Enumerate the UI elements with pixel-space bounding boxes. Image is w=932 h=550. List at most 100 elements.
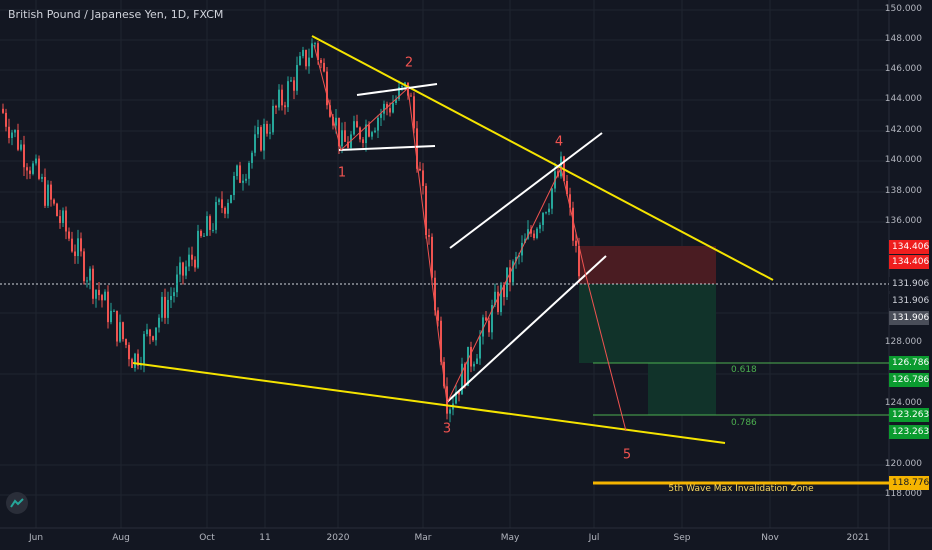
candle-body bbox=[50, 184, 52, 200]
candle-body bbox=[296, 65, 298, 91]
candle-body bbox=[392, 102, 394, 113]
candle-body bbox=[17, 129, 19, 150]
candle-body bbox=[281, 89, 283, 106]
candle-body bbox=[260, 127, 262, 151]
candle-body bbox=[176, 274, 178, 293]
fib-618-label: 0.618 bbox=[731, 365, 757, 375]
lower-trendline[interactable] bbox=[132, 362, 726, 444]
candle-body bbox=[293, 80, 295, 91]
candle-body bbox=[125, 339, 127, 345]
candle-body bbox=[74, 251, 76, 257]
candle-body bbox=[536, 228, 538, 239]
candle-body bbox=[131, 359, 133, 368]
candle-body bbox=[227, 202, 229, 214]
candle-body bbox=[149, 329, 151, 337]
candle-body bbox=[512, 261, 514, 283]
wave-path[interactable] bbox=[313, 44, 627, 432]
x-tick: Jul bbox=[588, 533, 600, 543]
flag-upper-line[interactable] bbox=[356, 83, 438, 96]
candle-body bbox=[209, 216, 211, 230]
candle-body bbox=[413, 96, 415, 129]
candle-body bbox=[290, 80, 292, 82]
upper-trendline[interactable] bbox=[311, 35, 774, 281]
candle-body bbox=[23, 144, 25, 168]
candle-body bbox=[473, 363, 475, 367]
candle-body bbox=[212, 229, 214, 231]
candle-body bbox=[134, 353, 136, 368]
candle-body bbox=[380, 113, 382, 118]
y-tick: 118.000 bbox=[884, 489, 922, 499]
channel-upper-line[interactable] bbox=[449, 132, 603, 249]
candle-body bbox=[158, 317, 160, 328]
candle-body bbox=[257, 127, 259, 135]
candle-body bbox=[32, 163, 34, 174]
candle-body bbox=[500, 285, 502, 313]
tradingview-logo-icon[interactable] bbox=[6, 492, 28, 514]
candle-body bbox=[503, 285, 505, 298]
target-zone-2[interactable] bbox=[648, 363, 716, 415]
target-zone-1[interactable] bbox=[579, 284, 716, 363]
candle-body bbox=[497, 291, 499, 313]
candle-body bbox=[539, 224, 541, 229]
candle-body bbox=[221, 199, 223, 208]
candle-body bbox=[86, 280, 88, 282]
candle-body bbox=[533, 233, 535, 239]
candle-body bbox=[119, 322, 121, 342]
x-tick: Oct bbox=[199, 533, 215, 543]
candle-body bbox=[455, 392, 457, 404]
candle-body bbox=[527, 229, 529, 239]
candle-body bbox=[275, 105, 277, 108]
candle-body bbox=[332, 116, 334, 126]
wave-label-3: 3 bbox=[442, 421, 452, 437]
candle-body bbox=[65, 210, 67, 232]
candle-body bbox=[320, 59, 322, 63]
candle-body bbox=[437, 310, 439, 321]
x-tick: Sep bbox=[673, 533, 691, 543]
candle-body bbox=[11, 132, 13, 138]
stop-loss-zone[interactable] bbox=[579, 246, 716, 284]
candle-body bbox=[389, 108, 391, 113]
candle-body bbox=[482, 317, 484, 337]
y-tick: 144.000 bbox=[884, 94, 922, 104]
candle-body bbox=[338, 117, 340, 147]
candle-body bbox=[173, 292, 175, 297]
y-tick: 148.000 bbox=[884, 34, 922, 44]
candle-body bbox=[155, 327, 157, 341]
candle-body bbox=[101, 295, 103, 301]
candle-body bbox=[239, 165, 241, 183]
candle-body bbox=[506, 267, 508, 298]
candle-body bbox=[71, 238, 73, 252]
candle-body bbox=[359, 127, 361, 140]
y-tick: 146.000 bbox=[884, 64, 922, 74]
candle-body bbox=[170, 296, 172, 300]
candle-body bbox=[62, 210, 64, 223]
candle-body bbox=[20, 144, 22, 150]
candle-body bbox=[434, 277, 436, 311]
candle-body bbox=[8, 126, 10, 138]
candle-body bbox=[386, 103, 388, 109]
candle-body bbox=[467, 346, 469, 386]
candle-body bbox=[353, 121, 355, 135]
entry-price-tag: 131.906 bbox=[889, 294, 929, 308]
y-tick: 136.000 bbox=[884, 216, 922, 226]
x-tick: May bbox=[500, 533, 520, 543]
candle-body bbox=[287, 81, 289, 108]
y-tick: 150.000 bbox=[884, 4, 922, 14]
candle-body bbox=[545, 212, 547, 214]
candle-body bbox=[425, 185, 427, 236]
candle-body bbox=[251, 152, 253, 163]
candle-body bbox=[113, 310, 115, 312]
flag-lower-line[interactable] bbox=[338, 145, 436, 151]
x-tick: Nov bbox=[761, 533, 779, 543]
candle-body bbox=[347, 141, 349, 148]
candle-body bbox=[449, 409, 451, 414]
candle-body bbox=[422, 170, 424, 186]
candle-body bbox=[68, 231, 70, 239]
candle-body bbox=[464, 363, 466, 386]
candle-body bbox=[164, 296, 166, 318]
candle-body bbox=[362, 139, 364, 144]
candle-body bbox=[470, 346, 472, 367]
channel-lower-line[interactable] bbox=[446, 255, 607, 403]
candle-body bbox=[179, 262, 181, 275]
